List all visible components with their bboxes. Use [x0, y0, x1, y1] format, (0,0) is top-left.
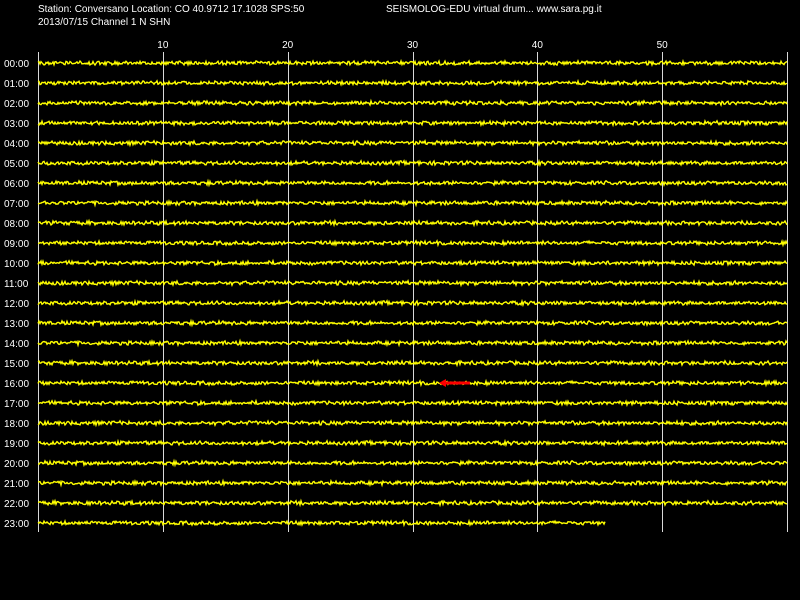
trace-1200 — [37, 298, 788, 308]
trace-0600 — [37, 178, 788, 188]
hour-label-2100: 21:00 — [4, 479, 29, 490]
hour-label-1500: 15:00 — [4, 359, 29, 370]
hour-label-0900: 09:00 — [4, 239, 29, 250]
x-tick-label-50: 50 — [657, 40, 669, 51]
hour-label-1600: 16:00 — [4, 379, 29, 390]
hour-label-0200: 02:00 — [4, 99, 29, 110]
trace-0100 — [37, 78, 788, 87]
trace-1700 — [37, 398, 788, 408]
x-tick-label-40: 40 — [532, 40, 544, 51]
hour-label-2300: 23:00 — [4, 519, 29, 530]
trace-0700 — [37, 198, 788, 208]
hour-label-1200: 12:00 — [4, 299, 29, 310]
hour-label-2200: 22:00 — [4, 499, 29, 510]
trace-0800 — [37, 218, 788, 228]
grid-lines — [38, 52, 788, 532]
event-markers — [438, 379, 470, 387]
trace-1800 — [37, 418, 788, 428]
hour-label-0600: 06:00 — [4, 179, 29, 190]
hour-label-0500: 05:00 — [4, 159, 29, 170]
x-tick-label-20: 20 — [282, 40, 294, 51]
hour-label-1000: 10:00 — [4, 259, 29, 270]
trace-2200 — [37, 498, 788, 508]
trace-0000 — [37, 58, 788, 67]
hour-label-2000: 20:00 — [4, 459, 29, 470]
hour-label-1300: 13:00 — [4, 319, 29, 330]
trace-1000 — [37, 258, 788, 268]
hour-label-0800: 08:00 — [4, 219, 29, 230]
event-marker-arrowhead — [438, 379, 446, 387]
hour-label-0100: 01:00 — [4, 79, 29, 90]
trace-2300 — [37, 518, 606, 528]
drum-title: SEISMOLOG-EDU virtual drum... www.sara.p… — [386, 4, 602, 15]
trace-0900 — [37, 238, 788, 248]
x-tick-label-30: 30 — [407, 40, 419, 51]
station-info: Station: Conversano Location: CO 40.9712… — [38, 4, 305, 15]
trace-0500 — [37, 158, 788, 168]
trace-1400 — [37, 338, 788, 348]
hour-label-1700: 17:00 — [4, 399, 29, 410]
trace-1300 — [37, 318, 788, 328]
trace-0200 — [37, 98, 788, 107]
trace-0300 — [37, 118, 788, 128]
trace-2100 — [37, 478, 788, 488]
hour-label-1400: 14:00 — [4, 339, 29, 350]
trace-1900 — [37, 438, 788, 448]
trace-0400 — [37, 138, 788, 148]
seismic-traces — [37, 58, 788, 528]
x-tick-label-10: 10 — [157, 40, 169, 51]
hour-label-0300: 03:00 — [4, 119, 29, 130]
trace-2000 — [37, 458, 788, 468]
x-tick-labels: 10 20 30 40 50 — [157, 40, 668, 51]
hour-label-0000: 00:00 — [4, 59, 29, 70]
hour-label-1100: 11:00 — [4, 279, 29, 290]
hour-label-1900: 19:00 — [4, 439, 29, 450]
hour-label-1800: 18:00 — [4, 419, 29, 430]
date-channel-info: 2013/07/15 Channel 1 N SHN — [38, 17, 171, 28]
hour-label-0700: 07:00 — [4, 199, 29, 210]
hour-label-0400: 04:00 — [4, 139, 29, 150]
trace-1100 — [37, 278, 788, 288]
trace-1600 — [37, 378, 788, 388]
hour-labels: 00:00 01:00 02:00 03:00 04:00 05:00 06:00 07:00… — [4, 59, 29, 530]
trace-1500 — [37, 358, 788, 368]
